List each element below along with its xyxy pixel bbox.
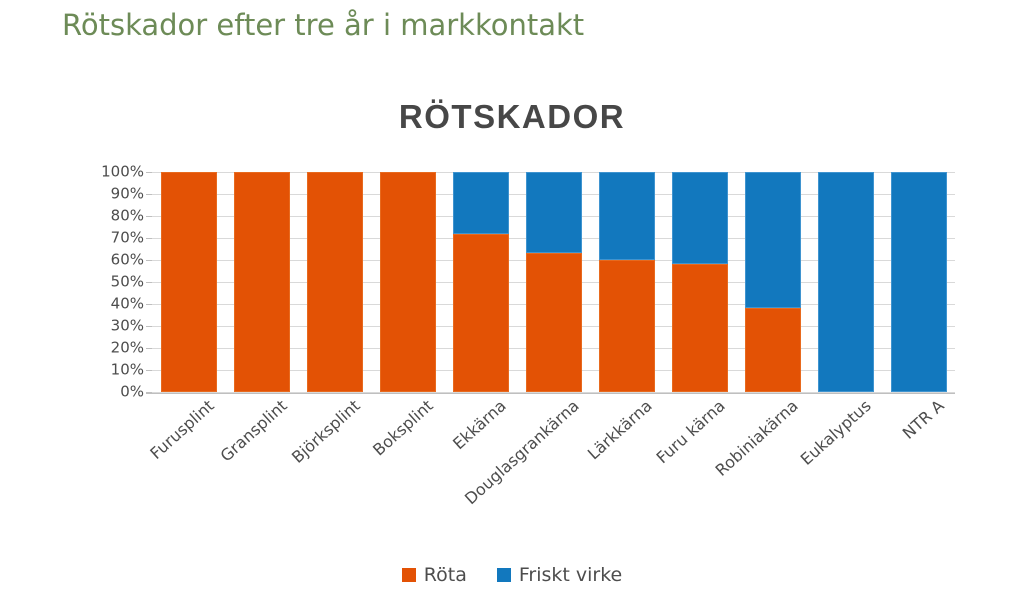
y-axis-tick	[146, 194, 152, 195]
bar-segment[interactable]	[744, 172, 801, 309]
y-axis-tick	[146, 238, 152, 239]
y-axis-tick-label: 60%	[110, 250, 144, 269]
bar-segment[interactable]	[671, 264, 728, 392]
y-axis-tick-label: 90%	[110, 184, 144, 203]
y-axis-tick-label: 20%	[110, 338, 144, 357]
bar-segment[interactable]	[525, 253, 582, 392]
y-axis-tick-label: 50%	[110, 272, 144, 291]
bar-group[interactable]	[306, 172, 363, 392]
legend-label: Friskt virke	[518, 564, 623, 586]
x-axis-tick-label: Eukalyptus	[796, 396, 875, 469]
bar-segment[interactable]	[233, 172, 290, 392]
y-axis-tick	[146, 392, 152, 393]
y-axis-tick	[146, 172, 152, 173]
bar-segment[interactable]	[744, 308, 801, 392]
page-title: Rötskador efter tre år i markkontakt	[62, 8, 585, 42]
x-axis-tick-label: Furusplint	[145, 396, 218, 463]
y-axis-tick	[146, 348, 152, 349]
x-axis-tick-label: Lärkkärna	[583, 396, 656, 464]
bar-group[interactable]	[817, 172, 874, 392]
chart-title: RÖTSKADOR	[398, 98, 626, 135]
bar-group[interactable]	[744, 172, 801, 392]
y-axis-tick	[146, 216, 152, 217]
bar-group[interactable]	[160, 172, 217, 392]
y-axis-tick	[146, 326, 152, 327]
y-axis-tick	[146, 370, 152, 371]
chart-figure: RÖTSKADOR 100% 90% 80% 70% 60% 50% 40% 30% 20% 10…	[0, 60, 1024, 610]
legend-swatch-icon	[401, 568, 416, 582]
y-axis-tick	[146, 282, 152, 283]
bar-segment[interactable]	[598, 260, 655, 392]
bar-group[interactable]	[233, 172, 290, 392]
bar-segment[interactable]	[671, 172, 728, 265]
x-axis-tick-label: Björksplint	[287, 396, 364, 467]
bar-group[interactable]	[890, 172, 947, 392]
bar-segment[interactable]	[525, 172, 582, 254]
bar-segment[interactable]	[890, 172, 947, 392]
bar-segment[interactable]	[160, 172, 217, 392]
y-axis-tick-label: 30%	[110, 316, 144, 335]
bar-segment[interactable]	[379, 172, 436, 392]
bar-segment[interactable]	[598, 172, 655, 260]
y-axis-tick-label: 40%	[110, 294, 144, 313]
y-axis-tick-label: 80%	[110, 206, 144, 225]
x-axis-tick-label: Ekkärna	[448, 396, 510, 454]
x-axis-line	[146, 392, 955, 394]
y-axis-labels: 100% 90% 80% 70% 60% 50% 40% 30% 20% 10% 0%	[60, 164, 144, 399]
x-axis-tick-label: Furu kärna	[652, 396, 729, 468]
bar-group[interactable]	[379, 172, 436, 392]
plot-area	[146, 172, 955, 394]
bar-segment[interactable]	[306, 172, 363, 392]
y-axis-tick-label: 100%	[101, 162, 144, 181]
bar-group[interactable]	[525, 172, 582, 392]
legend-item[interactable]: Röta	[401, 564, 467, 586]
y-axis-tick	[146, 260, 152, 261]
bar-segment[interactable]	[817, 172, 874, 392]
legend-swatch-icon	[496, 568, 511, 582]
y-axis-tick-label: 0%	[120, 382, 144, 401]
x-axis-tick-label: Gransplint	[216, 396, 291, 466]
y-axis-tick-label: 10%	[110, 360, 144, 379]
y-axis-tick	[146, 304, 152, 305]
chart-legend: Röta Friskt virke	[0, 564, 1024, 586]
legend-item[interactable]: Friskt virke	[496, 564, 623, 586]
gridline	[152, 392, 955, 393]
x-axis-tick-label: NTR A	[898, 396, 948, 443]
bar-segment[interactable]	[452, 172, 509, 234]
bar-group[interactable]	[452, 172, 509, 392]
bar-group[interactable]	[598, 172, 655, 392]
y-axis-tick-label: 70%	[110, 228, 144, 247]
bar-group[interactable]	[671, 172, 728, 392]
legend-label: Röta	[423, 564, 467, 586]
bar-segment[interactable]	[452, 233, 509, 392]
x-axis-tick-label: Boksplint	[368, 396, 437, 460]
x-axis-labels: Furusplint Gransplint Björksplint Boksplint…	[146, 396, 982, 546]
